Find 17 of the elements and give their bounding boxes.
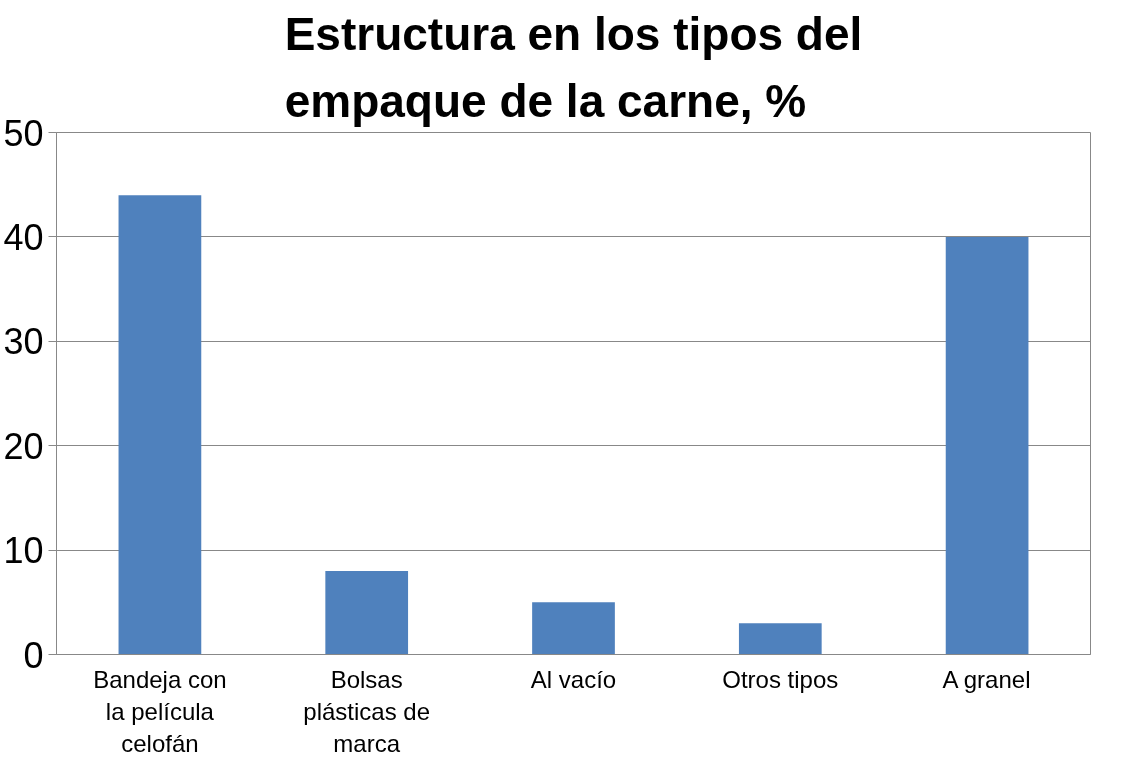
x-tick-label: A granel [942,665,1031,693]
bar [118,195,202,655]
x-tick-label: Otros tipos [722,665,839,693]
y-tick-label: 0 [23,634,44,676]
x-tick-label: Bandeja con la película celofán [93,665,227,758]
y-tick-label: 50 [3,112,44,154]
x-tick-label: Al vacío [530,665,617,693]
chart-title: Estructura en los tipos del empaque de la carne, % [284,7,863,128]
x-tick-label: Bolsas plásticas de marca [303,665,431,758]
y-tick-label: 30 [3,321,44,363]
bar [325,570,409,655]
bar [945,236,1029,655]
y-tick-label: 10 [3,530,44,572]
bar [738,623,822,655]
y-tick-label: 20 [3,425,44,467]
y-tick-label: 40 [3,216,44,258]
bar [532,602,615,655]
